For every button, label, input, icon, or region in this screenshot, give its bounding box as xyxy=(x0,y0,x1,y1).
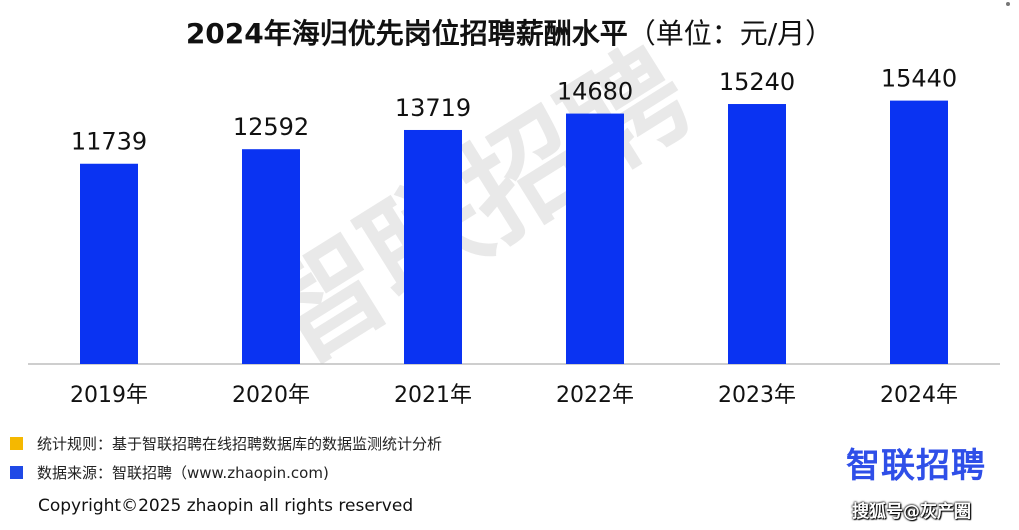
chart-title: 2024年海归优先岗位招聘薪酬水平（单位：元/月） xyxy=(0,12,1019,52)
zhaopin-logo: 智联招聘 xyxy=(846,446,986,486)
legend-swatch-yellow xyxy=(10,437,23,450)
copyright-text: Copyright©2025 zhaopin all rights reserv… xyxy=(38,496,414,516)
bar-value-label-0: 11739 xyxy=(71,128,147,156)
bar-value-label-2: 13719 xyxy=(395,94,471,122)
x-tick-label-3: 2022年 xyxy=(556,383,634,408)
legend-text-rule: 统计规则：基于智联招聘在线招聘数据库的数据监测统计分析 xyxy=(37,435,443,453)
sohu-source-tag: 搜狐号@灰产圈 xyxy=(852,502,971,522)
legend-item-rule: 统计规则：基于智联招聘在线招聘数据库的数据监测统计分析 xyxy=(10,433,442,454)
bar-value-label-1: 12592 xyxy=(233,113,309,141)
x-tick-label-1: 2020年 xyxy=(232,383,310,408)
bar-2 xyxy=(404,129,462,364)
x-tick-label-4: 2023年 xyxy=(718,383,796,408)
chart-title-unit: （单位：元/月） xyxy=(627,17,834,50)
bar-4 xyxy=(728,104,786,364)
bar-0 xyxy=(80,163,138,364)
bar-chart: 11739 2019年 12592 2020年 13719 2021年 14680 2022年… xyxy=(28,65,1000,408)
chart-title-main: 2024年海归优先岗位招聘薪酬水平 xyxy=(185,17,628,50)
legend-swatch-blue xyxy=(10,466,23,479)
x-tick-label-5: 2024年 xyxy=(880,383,958,408)
legend-item-source: 数据来源：智联招聘（www.zhaopin.com) xyxy=(10,462,329,483)
bar-5 xyxy=(890,100,948,365)
bar-value-label-3: 14680 xyxy=(557,78,633,106)
bar-value-label-5: 15440 xyxy=(881,65,957,93)
legend-text-source: 数据来源：智联招聘（www.zhaopin.com) xyxy=(37,464,329,482)
bar-3 xyxy=(566,113,624,364)
bar-value-label-4: 15240 xyxy=(719,68,795,96)
x-tick-label-2: 2021年 xyxy=(394,383,472,408)
bar-1 xyxy=(242,149,300,364)
x-tick-label-0: 2019年 xyxy=(70,383,148,408)
corner-dot-icon xyxy=(1006,2,1010,6)
